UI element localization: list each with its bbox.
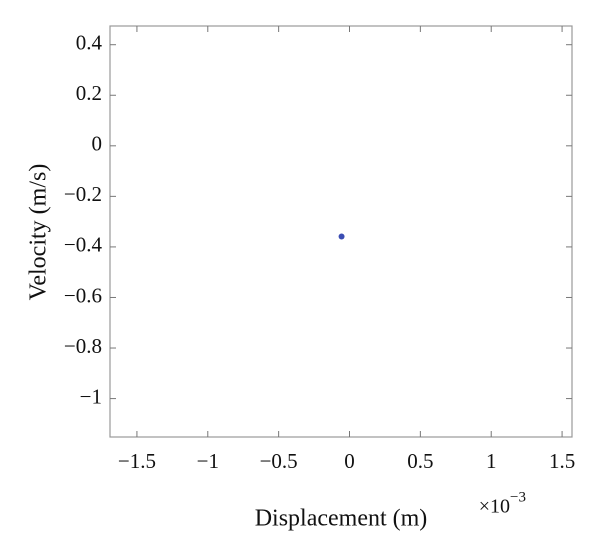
- y-tick-label: 0.2: [76, 81, 102, 105]
- y-tick-label: 0: [92, 132, 103, 156]
- y-tick-label: −0.2: [64, 182, 102, 206]
- x-tick-label: −1: [197, 449, 219, 473]
- x-tick-label: 1: [486, 449, 497, 473]
- y-tick-label: −1: [80, 384, 102, 408]
- x-tick-label: −0.5: [260, 449, 298, 473]
- x-tick-label: 0: [344, 449, 355, 473]
- x-tick-label: 0.5: [407, 449, 433, 473]
- y-tick-label: −0.6: [64, 283, 102, 307]
- x-axis-label: Displacement (m): [255, 506, 428, 532]
- x-tick-label: −1.5: [118, 449, 156, 473]
- y-axis-label: Velocity (m/s): [26, 164, 52, 301]
- plot-frame: [109, 25, 573, 438]
- x-tick-label: 1.5: [549, 449, 575, 473]
- point: [338, 233, 345, 240]
- y-tick-label: −0.4: [64, 233, 103, 257]
- y-tick-label: 0.4: [76, 31, 103, 55]
- x-offset-base: ×10: [479, 496, 510, 518]
- x-offset-exponent: −3: [510, 489, 526, 505]
- y-tick-label: −0.8: [64, 334, 102, 358]
